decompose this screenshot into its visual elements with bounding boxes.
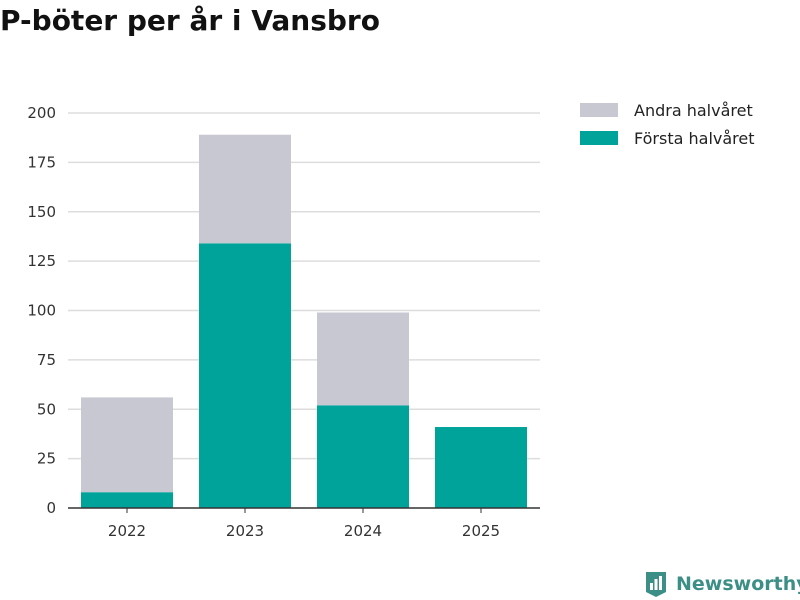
chart-title: P-böter per år i Vansbro [0, 4, 380, 37]
x-tick-label: 2024 [344, 522, 382, 540]
y-tick-label: 125 [27, 252, 56, 270]
bar-segment [317, 312, 409, 406]
bars [81, 134, 527, 508]
bar-segment [199, 134, 291, 244]
bar-chart-badge-icon [646, 572, 666, 597]
y-tick-label: 25 [37, 450, 56, 468]
legend-swatch-forsta [580, 131, 618, 145]
y-tick-label: 75 [37, 351, 56, 369]
y-tick-label: 50 [37, 400, 56, 418]
y-tick-label: 175 [27, 153, 56, 171]
y-tick-label: 100 [27, 302, 56, 320]
x-tick-label: 2022 [108, 522, 146, 540]
brand-name: Newsworthy [676, 573, 800, 595]
bar-segment [317, 405, 409, 508]
y-tick-label: 200 [27, 104, 56, 122]
bar-segment [81, 492, 173, 508]
brand-logo[interactable]: Newsworthy [644, 570, 800, 598]
y-tick-label: 0 [46, 499, 56, 517]
bar-segment [435, 427, 527, 508]
legend-label-andra: Andra halvåret [634, 100, 753, 120]
legend-item-andra: Andra halvåret [580, 96, 755, 124]
axes: 0 25 50 75 100 125 150 175 200 2022 2023 2024 2025 [27, 104, 540, 540]
legend: Andra halvåret Första halvåret [580, 96, 755, 152]
legend-swatch-andra [580, 103, 618, 117]
legend-item-forsta: Första halvåret [580, 124, 755, 152]
bar-segment [81, 397, 173, 493]
y-tick-label: 150 [27, 203, 56, 221]
legend-label-forsta: Första halvåret [634, 128, 755, 148]
x-tick-label: 2025 [462, 522, 500, 540]
x-tick-label: 2023 [226, 522, 264, 540]
bar-segment [199, 243, 291, 508]
